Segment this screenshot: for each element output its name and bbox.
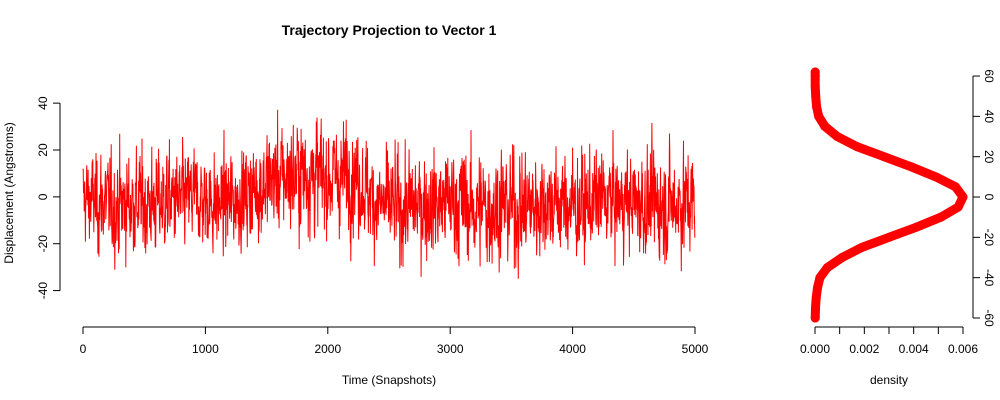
- main-x-tick-label: 0: [80, 342, 87, 356]
- density-point: [837, 253, 847, 263]
- density-x-tick-label: 0.002: [849, 342, 879, 356]
- density-point: [811, 101, 821, 111]
- density-point: [812, 283, 822, 293]
- main-x-tick-label: 2000: [314, 342, 341, 356]
- density-point: [958, 192, 968, 202]
- main-x-tick-label: 4000: [559, 342, 586, 356]
- density-y-tick-label: -20: [982, 229, 996, 247]
- density-point: [911, 222, 921, 232]
- trajectory-line: [82, 109, 696, 279]
- density-x-tick-label: 0.000: [800, 342, 830, 356]
- density-y-tick-label: -60: [982, 309, 996, 327]
- density-point: [810, 67, 820, 77]
- density-point: [953, 202, 963, 212]
- main-y-tick-label: -20: [36, 235, 50, 253]
- density-y-tick-label: 20: [982, 150, 996, 164]
- density-point: [810, 81, 820, 91]
- density-x-tick-label: 0.006: [948, 342, 978, 356]
- density-point: [951, 182, 961, 192]
- main-y-axis-title: Displacement (Angstroms): [2, 122, 16, 263]
- density-point: [815, 273, 825, 283]
- density-y-tick-label: -40: [982, 269, 996, 287]
- main-axes: 0 1000 2000 3000 4000 5000 -40 -20 0 20 40: [36, 96, 709, 356]
- density-point: [906, 162, 916, 172]
- density-x-axis-title: density: [870, 373, 908, 387]
- density-point: [884, 232, 894, 242]
- density-y-tick-label: 0: [982, 194, 996, 201]
- density-point: [936, 212, 946, 222]
- density-point: [811, 91, 821, 101]
- density-point: [931, 172, 941, 182]
- main-y-tick-label: 0: [36, 193, 50, 200]
- density-y-tick-label: 40: [982, 110, 996, 124]
- main-x-tick-label: 3000: [437, 342, 464, 356]
- density-point: [820, 121, 830, 131]
- main-plot-title: Trajectory Projection to Vector 1: [282, 22, 497, 38]
- density-point: [811, 293, 821, 303]
- density-point: [822, 263, 832, 273]
- density-point: [879, 152, 889, 162]
- main-series: [82, 109, 696, 279]
- main-x-axis-title: Time (Snapshots): [342, 373, 436, 387]
- density-point: [810, 303, 820, 313]
- density-x-tick-label: 0.004: [899, 342, 929, 356]
- density-point: [832, 132, 842, 142]
- main-x-tick-label: 1000: [192, 342, 219, 356]
- density-point: [852, 142, 862, 152]
- main-y-tick-label: 20: [36, 143, 50, 157]
- density-point: [814, 111, 824, 121]
- main-y-tick-label: -40: [36, 282, 50, 300]
- density-series: [810, 67, 968, 323]
- main-x-tick-label: 5000: [682, 342, 709, 356]
- density-point: [857, 242, 867, 252]
- density-y-tick-label: 60: [982, 69, 996, 83]
- density-axes: 0.000 0.002 0.004 0.006 -60 -40 -20 0 20 40 60: [800, 69, 996, 356]
- main-y-tick-label: 40: [36, 96, 50, 110]
- density-point: [810, 313, 820, 323]
- density-curve: [810, 67, 968, 323]
